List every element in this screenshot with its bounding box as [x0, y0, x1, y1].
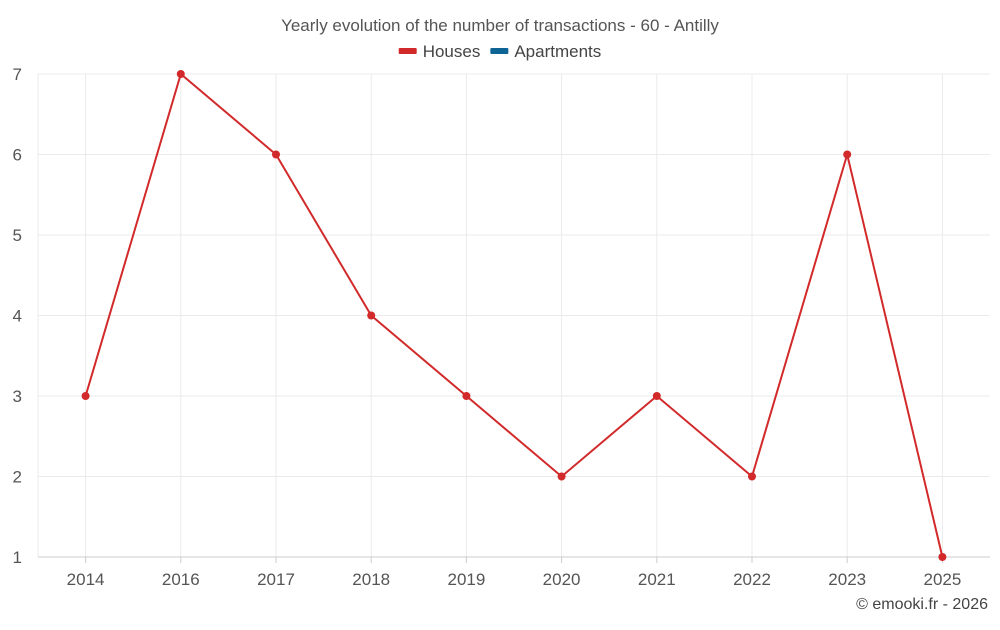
axes: [37, 74, 990, 563]
x-tick-label: 2022: [733, 570, 771, 589]
data-point[interactable]: [367, 311, 376, 320]
y-tick-label: 1: [13, 548, 22, 567]
y-tick-label: 6: [13, 146, 22, 165]
legend-label: Houses: [423, 42, 481, 61]
x-tick-label: 2019: [447, 570, 485, 589]
series-layer: [81, 70, 947, 561]
data-point[interactable]: [272, 150, 280, 159]
x-tick-label: 2017: [257, 570, 295, 589]
x-tick-label: 2018: [352, 570, 390, 589]
y-tick-label: 2: [13, 468, 22, 487]
data-point[interactable]: [938, 553, 947, 561]
legend-swatch: [398, 48, 417, 54]
grid: [38, 73, 990, 557]
legend-item-houses[interactable]: Houses: [398, 42, 481, 61]
x-tick-label: 2014: [67, 570, 105, 589]
x-tick-label: 2020: [543, 570, 581, 589]
y-tick-label: 4: [13, 307, 22, 326]
credit-text: © emooki.fr - 2026: [856, 596, 988, 613]
legend-swatch: [490, 48, 509, 54]
y-tick-label: 3: [13, 387, 22, 406]
x-tick-label: 2016: [162, 570, 200, 589]
legend: Houses Apartments: [398, 42, 601, 61]
x-tick-label: 2025: [923, 570, 961, 589]
series-line-houses: [84, 72, 944, 558]
data-point[interactable]: [81, 392, 90, 400]
x-tick-label: 2023: [828, 570, 866, 589]
data-point[interactable]: [652, 392, 661, 400]
chart-title: Yearly evolution of the number of transa…: [281, 16, 719, 35]
data-point[interactable]: [462, 392, 471, 400]
y-tick-label: 7: [13, 65, 22, 84]
data-point[interactable]: [176, 70, 185, 78]
data-point[interactable]: [557, 472, 566, 481]
y-tick-label: 5: [13, 226, 22, 245]
x-tick-label: 2021: [638, 570, 676, 589]
x-axis-ticks: 2014 2016 2017 2018 2019 2020 2021 2022 2023 2025: [67, 570, 962, 589]
legend-item-apartments[interactable]: Apartments: [490, 42, 601, 61]
y-axis-ticks: 1 2 3 4 5 6 7: [13, 65, 22, 567]
legend-label: Apartments: [514, 42, 601, 61]
data-point[interactable]: [748, 472, 756, 481]
data-point[interactable]: [843, 150, 852, 159]
